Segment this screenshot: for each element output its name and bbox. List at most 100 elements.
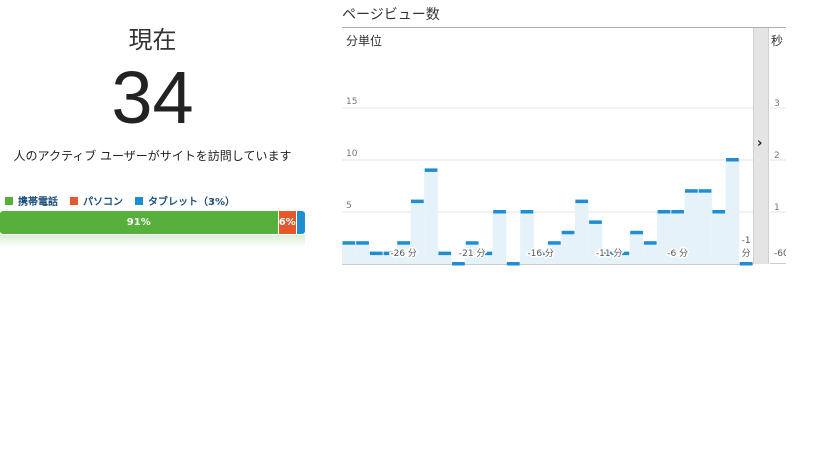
bar-fill-10	[479, 253, 493, 264]
right-y-tick-label-2: 2	[774, 151, 780, 161]
x-tick-label-5: -1	[742, 236, 751, 246]
bar-fill-24	[670, 212, 685, 264]
bar-fill-19	[602, 253, 616, 264]
legend-swatch-desktop	[70, 196, 78, 205]
bar-fill-3	[383, 253, 397, 264]
y-tick-label-10: 10	[346, 149, 358, 159]
bar-fill-14	[533, 253, 548, 264]
bar-fill-13	[520, 212, 534, 264]
bar-24	[671, 210, 684, 214]
bar-fill-9	[465, 243, 479, 264]
x-tick-label-4: -6 分	[667, 248, 688, 259]
pageviews-per-minute-chart: 5 10 15 -26 分 -21 分 -16 分 -11 分 -6 分 -1 分	[342, 97, 753, 266]
x-tick-label-6: 分	[742, 248, 751, 259]
bar-0	[342, 241, 356, 245]
y-tick-label-15: 15	[346, 97, 357, 107]
x-tick-label-2: -16 分	[527, 248, 554, 259]
device-bar-reflection	[0, 235, 305, 247]
bar-13	[520, 210, 534, 214]
device-bar-tablet	[295, 211, 305, 234]
bar-fill-20	[616, 253, 630, 264]
bar-12	[506, 262, 520, 266]
bar-19	[602, 251, 616, 256]
bar-9	[465, 241, 479, 245]
legend-item-tablet: タブレット（3%）	[135, 193, 235, 208]
bar-fill-28	[725, 160, 740, 264]
bar-8	[452, 262, 465, 266]
bar-11	[493, 210, 506, 214]
seconds-panel-toggle[interactable]	[753, 28, 769, 264]
bar-fill-15	[547, 243, 562, 264]
bar-10	[479, 251, 493, 256]
bar-3	[383, 251, 397, 256]
right-x-tick-label: -60	[774, 249, 786, 259]
bar-fill-25	[684, 191, 699, 264]
x-tick-label-0: -26 分	[390, 248, 417, 259]
bar-fill-26	[698, 191, 712, 264]
legend-swatch-tablet	[135, 196, 143, 205]
bar-7	[438, 251, 452, 256]
bar-fill-4	[396, 243, 411, 264]
bar-4	[397, 241, 410, 245]
bar-fill-16	[561, 232, 575, 264]
bar-fill-27	[711, 212, 726, 264]
right-y-tick-label-1: 1	[774, 203, 780, 213]
bar-27	[712, 210, 726, 214]
bar-5	[411, 199, 424, 204]
device-bar-mobile: 91%	[0, 211, 278, 234]
y-axis-tick-labels: 5 10 15	[346, 97, 358, 211]
bar-fill-18	[588, 222, 603, 264]
legend-label-desktop: パソコン	[83, 197, 123, 208]
y-axis-title-minutes: 分単位	[346, 34, 383, 48]
x-axis-tick-labels: -26 分 -21 分 -16 分 -11 分 -6 分 -1 分	[389, 235, 752, 261]
chart-area-fill	[342, 160, 740, 264]
bar-fill-21	[629, 232, 644, 264]
legend-label-mobile: 携帯電話	[18, 197, 58, 208]
legend-swatch-mobile	[5, 196, 13, 205]
bar-6	[424, 168, 438, 172]
chart-bars	[342, 158, 753, 266]
device-bar-desktop: 6%	[277, 211, 296, 234]
chevron-right-icon[interactable]: ›	[757, 136, 763, 151]
bar-1	[356, 241, 369, 245]
bar-28	[726, 158, 739, 162]
bar-18	[589, 220, 602, 224]
legend-label-tablet: タブレット（3%）	[148, 197, 235, 208]
bar-fill-17	[574, 201, 589, 264]
pageviews-title: ページビュー数	[342, 7, 440, 23]
y-tick-label-5: 5	[346, 201, 352, 211]
legend-item-mobile: 携帯電話	[5, 193, 58, 208]
bar-23	[657, 210, 671, 214]
bar-fill-1	[355, 243, 370, 264]
bar-fill-0	[342, 243, 356, 264]
bar-fill-6	[424, 170, 438, 264]
bar-fill-5	[410, 201, 425, 264]
legend-item-desktop: パソコン	[70, 193, 123, 208]
device-share-bar: 91% 6%	[0, 211, 305, 234]
bar-20	[616, 251, 630, 256]
device-legend: 携帯電話 パソコン タブレット（3%）	[5, 193, 247, 208]
bar-16	[561, 230, 575, 235]
active-users-caption: 人のアクティブ ユーザーがサイトを訪問しています	[13, 149, 292, 163]
seconds-chart: 3 2 1 -60	[770, 99, 786, 264]
bar-fill-22	[643, 243, 658, 264]
bar-2	[369, 251, 383, 256]
bar-22	[643, 241, 657, 245]
bar-fill-23	[657, 212, 671, 264]
bar-fill-7	[437, 253, 452, 264]
x-tick-label-1: -21 分	[459, 248, 486, 259]
now-label: 現在	[128, 26, 177, 54]
bar-fill-11	[492, 212, 507, 264]
chart-top-rule	[342, 27, 786, 28]
bar-25	[685, 189, 698, 193]
bar-21	[630, 230, 643, 235]
bar-17	[575, 199, 589, 204]
y-axis-title-seconds: 秒	[771, 34, 784, 48]
bar-29	[739, 262, 753, 266]
x-tick-label-3: -11 分	[596, 248, 623, 259]
bar-15	[548, 241, 561, 245]
bar-26	[698, 189, 712, 193]
active-users-count: 34	[111, 56, 194, 139]
right-y-tick-label-3: 3	[774, 99, 780, 109]
bar-14	[534, 251, 547, 256]
